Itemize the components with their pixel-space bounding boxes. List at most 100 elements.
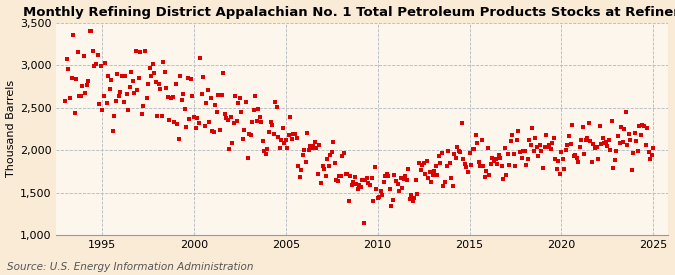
Point xyxy=(508,152,519,156)
Point xyxy=(267,122,277,127)
Point xyxy=(560,147,571,152)
Point xyxy=(78,53,89,58)
Point xyxy=(103,74,113,79)
Y-axis label: Thousand Barrels: Thousand Barrels xyxy=(5,80,16,177)
Point xyxy=(239,128,250,132)
Point xyxy=(233,101,244,106)
Point xyxy=(409,196,420,200)
Point xyxy=(316,181,327,185)
Point xyxy=(173,137,184,141)
Point xyxy=(128,79,138,84)
Point xyxy=(645,156,655,161)
Point xyxy=(432,173,443,177)
Point xyxy=(280,137,291,142)
Point xyxy=(282,145,293,150)
Point xyxy=(263,130,274,134)
Point xyxy=(587,160,597,164)
Point xyxy=(88,49,99,53)
Point xyxy=(240,100,251,104)
Point xyxy=(337,153,348,158)
Point xyxy=(192,116,202,120)
Point xyxy=(136,112,147,117)
Point xyxy=(339,151,350,155)
Point xyxy=(611,149,622,153)
Point xyxy=(273,134,284,139)
Point xyxy=(181,125,192,130)
Point xyxy=(446,176,456,181)
Point xyxy=(468,147,479,151)
Point xyxy=(129,90,140,95)
Point xyxy=(603,138,614,142)
Point xyxy=(536,149,547,153)
Point xyxy=(343,199,354,203)
Point xyxy=(396,176,406,180)
Point xyxy=(305,144,316,148)
Point xyxy=(573,160,584,164)
Point xyxy=(323,164,334,169)
Point xyxy=(383,174,394,178)
Point xyxy=(386,204,397,208)
Point xyxy=(583,121,594,125)
Point xyxy=(254,114,265,119)
Point xyxy=(513,129,524,134)
Point xyxy=(293,164,304,168)
Point xyxy=(163,95,173,99)
Point xyxy=(363,181,374,185)
Point xyxy=(109,114,119,118)
Point xyxy=(253,106,264,111)
Point xyxy=(265,120,276,125)
Point xyxy=(594,123,605,128)
Point xyxy=(222,117,233,122)
Point xyxy=(588,142,599,146)
Point xyxy=(234,96,245,100)
Point xyxy=(153,82,164,86)
Point xyxy=(360,178,371,183)
Point xyxy=(187,94,198,98)
Point xyxy=(585,138,596,143)
Point xyxy=(123,108,134,113)
Point xyxy=(314,143,325,147)
Point xyxy=(124,85,135,89)
Point xyxy=(230,94,241,99)
Point xyxy=(514,150,525,154)
Point xyxy=(600,139,611,144)
Point xyxy=(71,77,82,81)
Point xyxy=(610,158,620,163)
Point xyxy=(570,153,580,157)
Point xyxy=(164,117,175,122)
Point xyxy=(248,108,259,112)
Point xyxy=(414,161,425,165)
Point xyxy=(334,174,345,178)
Point xyxy=(351,182,362,186)
Point xyxy=(285,115,296,119)
Point xyxy=(205,95,216,100)
Point xyxy=(221,116,232,120)
Point xyxy=(629,131,640,135)
Point xyxy=(357,177,368,182)
Point xyxy=(599,140,610,145)
Point xyxy=(408,199,418,204)
Point xyxy=(591,145,602,149)
Point xyxy=(299,148,310,152)
Point xyxy=(107,128,118,133)
Point xyxy=(74,94,84,98)
Point xyxy=(433,154,444,158)
Point xyxy=(155,87,165,91)
Point xyxy=(410,177,421,182)
Point xyxy=(122,92,132,96)
Point xyxy=(490,157,501,161)
Point xyxy=(556,149,567,154)
Point xyxy=(270,100,281,104)
Point xyxy=(634,123,645,128)
Point xyxy=(224,147,235,152)
Point xyxy=(558,157,568,161)
Point xyxy=(423,176,433,181)
Point xyxy=(94,101,105,106)
Point xyxy=(288,131,299,136)
Point xyxy=(648,145,659,150)
Point xyxy=(622,143,632,147)
Point xyxy=(590,146,601,151)
Point xyxy=(213,93,224,97)
Point xyxy=(228,121,239,125)
Point xyxy=(439,180,450,184)
